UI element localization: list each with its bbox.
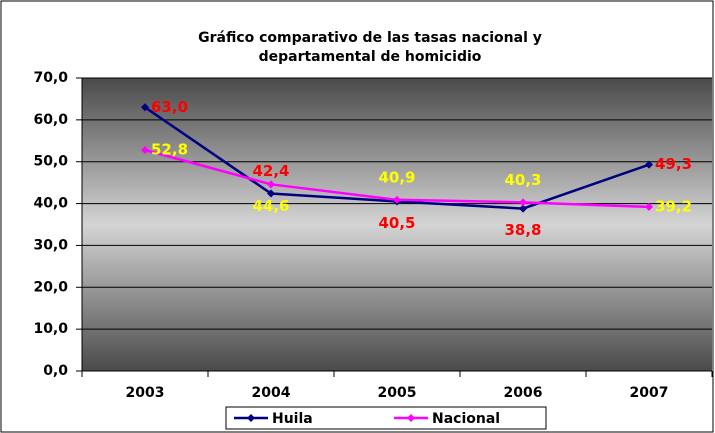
point: [519, 198, 527, 207]
point: [519, 204, 527, 213]
point: [393, 195, 401, 204]
data-label: 42,4: [252, 162, 289, 180]
data-label: 49,3: [655, 155, 692, 173]
x-tick-label: 2004: [252, 385, 291, 401]
legend-marker: [247, 414, 255, 422]
data-label: 44,6: [252, 197, 289, 215]
data-label: 38,8: [504, 221, 541, 239]
point: [645, 202, 653, 211]
legend-box: [225, 406, 547, 430]
point: [141, 145, 149, 154]
x-tick-label: 2005: [378, 385, 417, 401]
y-tick-label: 0,0: [43, 363, 68, 379]
y-tick-label: 40,0: [33, 196, 68, 212]
data-label: 63,0: [151, 98, 188, 116]
data-label: 40,9: [378, 168, 415, 186]
chart-title: Gráfico comparativo de las tasas naciona…: [198, 30, 542, 46]
y-tick-label: 30,0: [33, 237, 68, 253]
data-label: 40,3: [504, 171, 541, 189]
data-label: 40,5: [378, 214, 415, 232]
x-tick-label: 2003: [126, 385, 165, 401]
x-tick-label: 2007: [630, 385, 669, 401]
legend-label: Nacional: [432, 411, 500, 427]
y-tick-label: 20,0: [33, 279, 68, 295]
point: [267, 180, 275, 189]
plot-area: [82, 78, 712, 371]
point: [267, 189, 275, 198]
data-label: 52,8: [151, 140, 188, 158]
y-tick-label: 50,0: [33, 154, 68, 170]
chart-title: departamental de homicidio: [259, 49, 482, 65]
y-tick-label: 70,0: [33, 70, 68, 86]
data-label: 39,2: [655, 197, 692, 215]
x-tick-label: 2006: [504, 385, 543, 401]
y-tick-label: 60,0: [33, 112, 68, 128]
point: [141, 103, 149, 112]
y-tick-label: 10,0: [33, 321, 68, 337]
legend-label: Huila: [272, 411, 313, 427]
point: [645, 160, 653, 169]
legend-marker: [407, 414, 415, 422]
